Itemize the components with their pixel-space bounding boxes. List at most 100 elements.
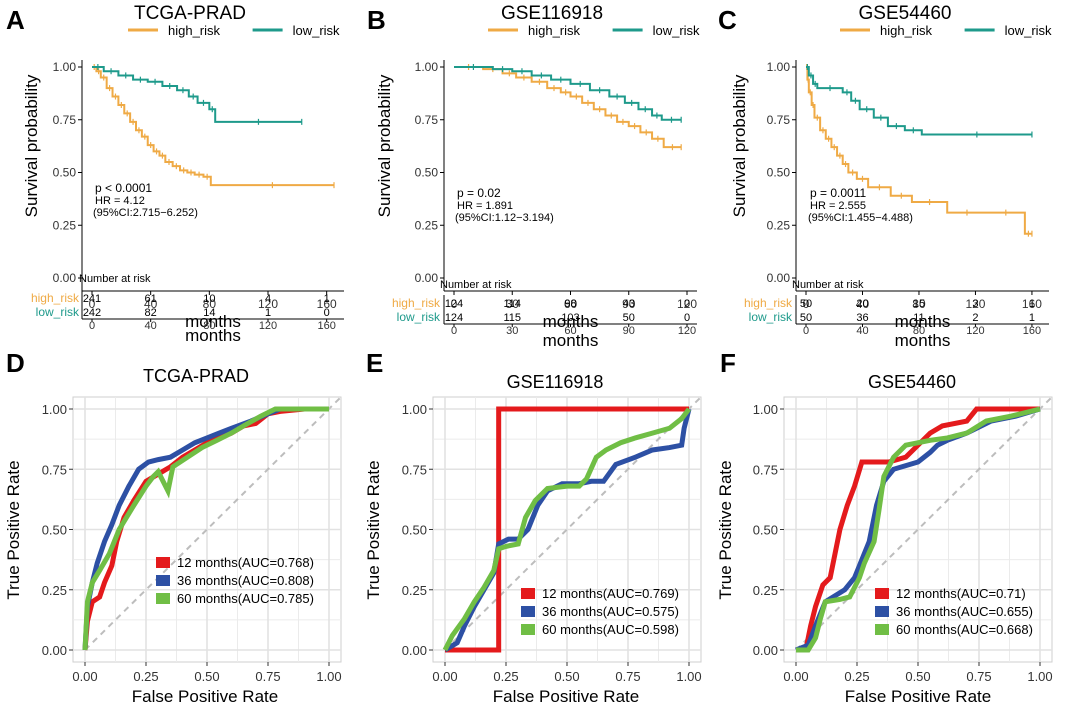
legend-label-m36: 36 months(AUC=0.655) xyxy=(896,604,1033,619)
x-tick-label: 40 xyxy=(856,297,870,311)
x-tick-label: 0.25 xyxy=(844,669,869,684)
legend-label-m60: 60 months(AUC=0.668) xyxy=(896,622,1033,637)
legend-swatch-m12 xyxy=(875,588,889,599)
y-tick-label: 0.00 xyxy=(53,271,77,285)
y-tick-label: 0.75 xyxy=(415,113,439,127)
legend-swatch-m36 xyxy=(156,575,170,586)
risk-count-low: 0 xyxy=(324,307,330,319)
risk-tick-label: 80 xyxy=(913,325,925,337)
panel-letter: C xyxy=(718,5,737,35)
y-tick-label: 0.25 xyxy=(53,218,77,232)
x-tick-label: 40 xyxy=(144,297,158,311)
x-axis-label: months xyxy=(185,312,241,331)
x-tick-label: 120 xyxy=(258,297,278,311)
risk-row-label-low: low_risk xyxy=(749,310,793,324)
panel-letter: B xyxy=(367,5,386,35)
y-tick-label: 0.75 xyxy=(753,462,778,477)
risk-tick-label: 160 xyxy=(1023,325,1041,337)
x-tick-label: 0.00 xyxy=(783,669,808,684)
risk-count-high: 1 xyxy=(324,293,330,305)
risk-tick-label: 120 xyxy=(259,320,277,332)
y-tick-label: 0.75 xyxy=(767,113,791,127)
legend-swatch-m12 xyxy=(156,557,170,568)
roc-title: TCGA-PRAD xyxy=(143,366,249,386)
x-tick-label: 0.75 xyxy=(255,669,280,684)
legend-label-high_risk: high_risk xyxy=(528,23,581,38)
y-tick-label: 0.50 xyxy=(753,523,778,538)
roc-curve-m60 xyxy=(82,406,329,651)
x-tick-label: 0.00 xyxy=(432,669,457,684)
x-tick-label: 0 xyxy=(803,297,810,311)
risk-count-high: 1 xyxy=(1029,298,1035,310)
risk-count-high: 98 xyxy=(564,298,576,310)
p-value: p = 0.0011 xyxy=(810,186,866,200)
x-axis-label: months xyxy=(543,312,599,331)
y-axis-label: True Positive Rate xyxy=(364,460,383,599)
risk-count-high: 124 xyxy=(445,298,463,310)
risk-row-label-high: high_risk xyxy=(392,296,441,310)
x-tick-label: 80 xyxy=(203,297,217,311)
risk-row-label-low: low_risk xyxy=(397,310,441,324)
y-tick-label: 0.00 xyxy=(42,643,67,658)
risk-count-high: 4 xyxy=(265,293,271,305)
risk-count-high: 114 xyxy=(503,298,521,310)
y-axis-label: Survival probability xyxy=(22,74,41,217)
hazard-ratio: HR = 2.555 xyxy=(810,200,866,212)
risk-count-low: 2 xyxy=(972,312,978,324)
km-title: GSE54460 xyxy=(859,3,952,24)
roc-curve-m60 xyxy=(442,407,691,652)
y-tick-label: 0.50 xyxy=(42,523,67,538)
y-tick-label: 0.00 xyxy=(767,271,791,285)
km-curve-high_risk xyxy=(92,66,334,187)
x-tick-label: 1.00 xyxy=(676,669,701,684)
risk-count-high: 20 xyxy=(856,298,868,310)
risk-count-low: 50 xyxy=(623,312,635,324)
risk-count-low: 1 xyxy=(265,307,271,319)
y-tick-label: 0.50 xyxy=(415,166,439,180)
y-tick-label: 0.25 xyxy=(767,218,791,232)
risk-table-x-label: months xyxy=(185,326,241,345)
km-curve-low_risk xyxy=(454,66,682,121)
reference-diagonal xyxy=(795,396,1053,651)
legend-swatch-m12 xyxy=(521,588,535,599)
km-curve-low_risk xyxy=(806,66,1032,136)
legend-label-high_risk: high_risk xyxy=(880,23,933,38)
x-tick-label: 90 xyxy=(622,297,636,311)
y-axis-label: Survival probability xyxy=(730,74,749,217)
risk-count-low: 82 xyxy=(145,307,157,319)
risk-tick-label: 160 xyxy=(317,320,335,332)
risk-tick-label: 80 xyxy=(203,320,215,332)
roc-curve-m12 xyxy=(796,406,1040,653)
y-tick-label: 0.75 xyxy=(402,462,427,477)
risk-count-low: 103 xyxy=(561,312,579,324)
confidence-interval: (95%CI:2.715−6.252) xyxy=(93,207,198,219)
hazard-ratio: HR = 4.12 xyxy=(95,195,145,207)
risk-count-high: 0 xyxy=(684,298,690,310)
risk-count-low: 1 xyxy=(1029,312,1035,324)
legend-label-m36: 36 months(AUC=0.575) xyxy=(542,604,679,619)
risk-tick-label: 120 xyxy=(966,325,984,337)
legend-label-m12: 12 months(AUC=0.769) xyxy=(542,586,679,601)
legend-label-m60: 60 months(AUC=0.785) xyxy=(177,591,314,606)
risk-row-label-low: low_risk xyxy=(36,305,80,319)
risk-count-low: 242 xyxy=(83,307,101,319)
risk-tick-label: 120 xyxy=(678,325,696,337)
reference-diagonal xyxy=(84,396,342,651)
risk-count-high: 61 xyxy=(145,293,157,305)
risk-count-low: 36 xyxy=(856,312,868,324)
y-tick-label: 1.00 xyxy=(753,402,778,417)
y-axis-label: True Positive Rate xyxy=(716,460,735,599)
risk-tick-label: 0 xyxy=(451,325,457,337)
x-tick-label: 0 xyxy=(451,297,458,311)
confidence-interval: (95%CI:1.12−3.194) xyxy=(455,212,554,224)
risk-count-low: 11 xyxy=(913,312,924,324)
legend-label-high_risk: high_risk xyxy=(168,23,221,38)
p-value: p < 0.0001 xyxy=(95,181,152,195)
risk-tick-label: 40 xyxy=(145,320,157,332)
roc-panel-e: E GSE116918 0.00 0.00 0.25 0.25 0.50 0.50 0.75 0.… xyxy=(364,348,702,706)
p-value: p = 0.02 xyxy=(457,186,501,200)
